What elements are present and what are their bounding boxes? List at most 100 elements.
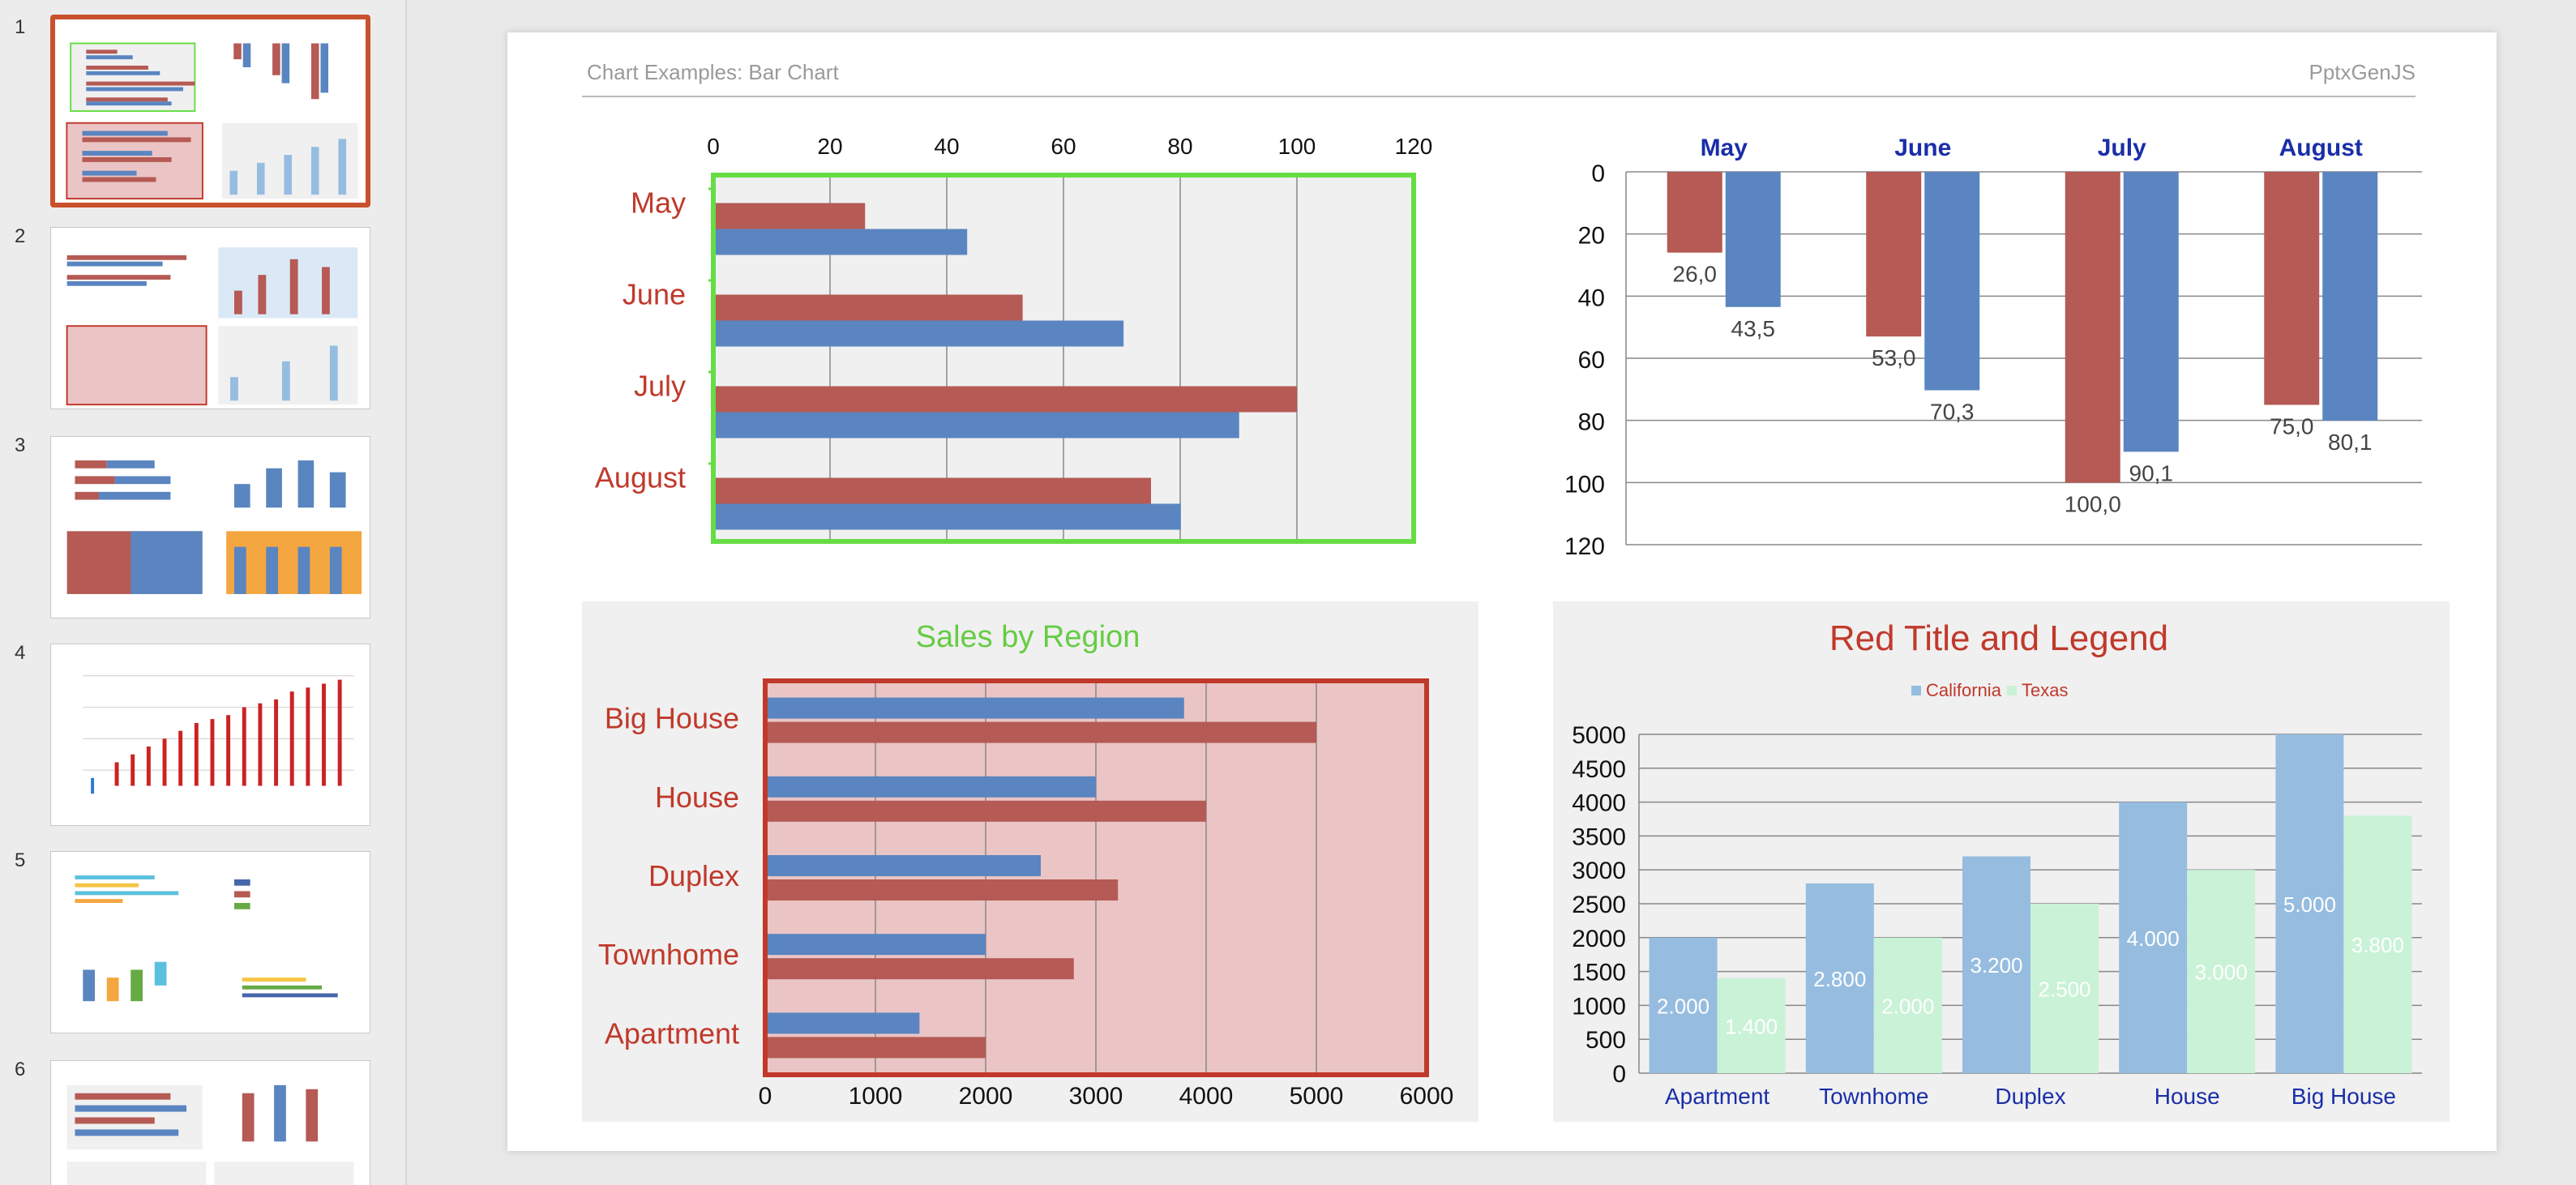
tick-label: 1000: [1572, 993, 1626, 1020]
tick-label: 40: [1578, 284, 1605, 311]
thumbnail-number: 1: [15, 16, 26, 38]
slide-canvas[interactable]: Chart Examples: Bar Chart PptxGenJS 0 20 4…: [507, 32, 2497, 1151]
bar: [2123, 172, 2179, 452]
chart-title: Red Title and Legend: [1829, 618, 2168, 658]
category-label: Apartment: [1665, 1084, 1769, 1109]
tick-label: 120: [1564, 533, 1605, 560]
category-label: May: [1701, 135, 1748, 161]
legend-label: Texas: [2022, 680, 2068, 700]
bar: [1649, 937, 1718, 1073]
thumbnail-preview: [66, 460, 362, 594]
chart-horizontal-months: 0 20 40 60 80 100 120 May June July August: [595, 134, 1432, 544]
tick-label: 0: [759, 1083, 772, 1110]
thumbnail-preview: [66, 42, 358, 200]
bar: [1725, 172, 1781, 307]
data-label: 53,0: [1872, 345, 1916, 370]
slide-thumbnail-5[interactable]: [50, 851, 370, 1033]
legend-label: California: [1926, 680, 2002, 700]
bar: [765, 958, 1074, 980]
legend-swatch: [1911, 686, 1921, 695]
bar: [713, 503, 1181, 530]
slide-title: Chart Examples: Bar Chart: [587, 60, 839, 84]
tick-label: 3000: [1572, 858, 1626, 884]
tick-label: 60: [1578, 347, 1605, 374]
thumbnail-number: 2: [15, 225, 26, 247]
bar: [1717, 978, 1786, 1073]
tick-label: 3000: [1069, 1083, 1123, 1110]
bar: [765, 855, 1041, 876]
slide-thumbnail-3[interactable]: [50, 436, 370, 618]
tick-label: 60: [1051, 134, 1076, 159]
bar: [713, 412, 1239, 438]
tick-label: 5000: [1290, 1083, 1344, 1110]
chart-inverted-columns: 0 20 40 60 80 100 120 May 26,0 43,5 June 53,0 70,3 Ju…: [1564, 135, 2422, 560]
bar: [765, 776, 1096, 798]
bar: [2264, 172, 2320, 405]
category-label: Duplex: [648, 859, 739, 892]
chart-title: Sales by Region: [916, 620, 1140, 654]
bar: [1962, 856, 2030, 1073]
bar: [713, 477, 1151, 504]
bar: [713, 294, 1023, 321]
data-label: 5.000: [2283, 892, 2336, 917]
tick-label: 5000: [1572, 722, 1626, 749]
bar: [2322, 172, 2378, 421]
tick-label: 4000: [1179, 1083, 1234, 1110]
category-label: May: [631, 186, 686, 220]
bar: [713, 229, 968, 255]
bar: [765, 721, 1316, 743]
category-label: August: [2279, 135, 2363, 161]
data-label: 3.000: [2195, 960, 2248, 985]
tick-label: 1000: [849, 1083, 903, 1110]
category-label: House: [2155, 1084, 2220, 1109]
category-label: Townhome: [1819, 1084, 1928, 1109]
bar: [2343, 815, 2412, 1073]
data-label: 3.800: [2351, 933, 2404, 957]
bar: [765, 879, 1119, 901]
thumbnail-number: 6: [15, 1059, 26, 1080]
bar: [765, 1037, 986, 1059]
bar: [1805, 883, 1874, 1073]
bar: [713, 386, 1297, 413]
slide-thumbnail-4[interactable]: [50, 644, 370, 826]
data-label: 90,1: [2129, 460, 2174, 486]
data-label: 26,0: [1673, 262, 1718, 287]
slide-thumbnail-2[interactable]: [50, 227, 370, 409]
thumbnail-number: 4: [15, 642, 26, 664]
tick-label: 80: [1167, 134, 1192, 159]
data-label: 43,5: [1731, 316, 1776, 341]
tick-label: 0: [1612, 1061, 1626, 1088]
data-label: 70,3: [1930, 399, 1975, 424]
tick-label: 3500: [1572, 824, 1626, 850]
tick-label: 80: [1578, 409, 1605, 436]
tick-label: 6000: [1400, 1083, 1454, 1110]
slide-thumbnail-6[interactable]: [50, 1060, 370, 1185]
thumbnail-preview: [75, 875, 338, 1002]
chart-sales-by-region: Sales by Region 0 1000 2000 3000 4000 5000 6000…: [582, 601, 1478, 1122]
slide-thumbnail-1[interactable]: [50, 15, 370, 207]
bar: [1924, 172, 1980, 391]
tick-label: 4500: [1572, 756, 1626, 783]
bar: [2275, 734, 2344, 1073]
data-label: 3.200: [1970, 953, 2022, 978]
data-label: 2.500: [2038, 978, 2090, 1002]
data-label: 75,0: [2270, 414, 2314, 439]
category-label: July: [2098, 135, 2146, 161]
tick-label: 0: [1591, 160, 1605, 187]
chart-red-title-legend: Red Title and Legend California Texas 0 500 1…: [1553, 601, 2450, 1122]
tick-label: 20: [817, 134, 842, 159]
plot-border: [763, 678, 1429, 1077]
thumbnail-number: 3: [15, 434, 26, 456]
bar: [765, 1012, 920, 1034]
bar: [765, 800, 1206, 822]
category-label: Townhome: [598, 938, 739, 971]
bar: [2119, 802, 2188, 1073]
thumbnail-preview: [66, 1084, 354, 1185]
tick-label: 0: [707, 134, 720, 159]
category-label: June: [623, 278, 686, 311]
bar: [2187, 870, 2256, 1073]
data-label: 2.800: [1813, 967, 1866, 991]
tick-label: 100: [1564, 471, 1605, 498]
thumbnail-number: 5: [15, 849, 26, 871]
tick-label: 1500: [1572, 960, 1626, 986]
